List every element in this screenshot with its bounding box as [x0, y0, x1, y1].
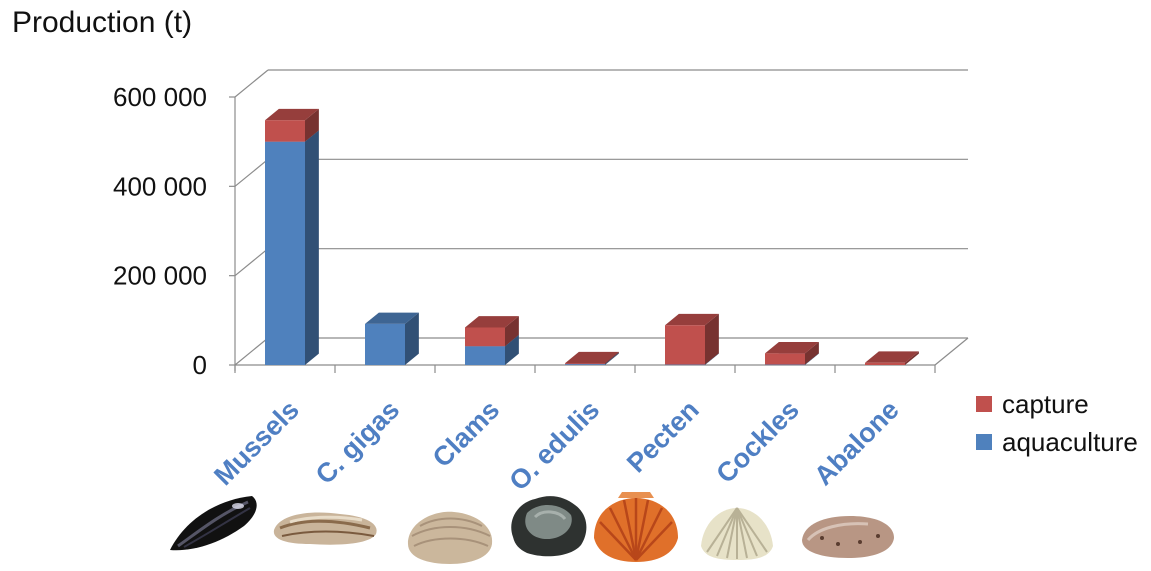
- bar-top-clams-capture: [465, 316, 519, 328]
- bar-o-edulis-aquaculture: [565, 364, 605, 365]
- bar-pecten-capture: [665, 325, 705, 365]
- bar-top-o-edulis-capture: [565, 351, 619, 364]
- bar-side-pecten-capture: [705, 313, 719, 365]
- bar-top-pecten-capture: [665, 313, 719, 326]
- flat-oyster-shell-icon: [505, 493, 591, 564]
- bar-side-mussels-capture: [305, 108, 319, 142]
- y-tick-label-0: 0: [193, 350, 207, 380]
- bar-top-mussels-capture: [265, 108, 319, 121]
- clam-shell-icon: [404, 506, 496, 571]
- gridline-side-2: [234, 158, 269, 187]
- legend: capture aquaculture: [976, 385, 1138, 461]
- bar-side-mussels-aquaculture: [305, 130, 319, 365]
- bar-c-gigas-aquaculture: [365, 323, 405, 365]
- bar-cockles-aquaculture: [765, 364, 805, 366]
- bar-side-clams-capture: [505, 316, 519, 347]
- legend-swatch-capture: [976, 396, 992, 412]
- bar-cockles-capture: [765, 353, 805, 365]
- y-tick-label-2: 400 000: [113, 171, 207, 201]
- bar-top-cockles-capture: [765, 342, 819, 354]
- gridline-side-0: [234, 337, 269, 366]
- bar-top-c-gigas-aquaculture: [365, 312, 419, 324]
- bar-clams-capture: [465, 327, 505, 347]
- legend-swatch-aquaculture: [976, 434, 992, 450]
- mussel-shell-icon: [164, 492, 264, 561]
- gridline-side-1: [234, 248, 269, 277]
- bar-side-pecten-aquaculture: [705, 353, 719, 365]
- legend-label-aquaculture: aquaculture: [1002, 426, 1138, 457]
- y-tick-label-3: 600 000: [113, 82, 207, 112]
- legend-item-aquaculture: aquaculture: [976, 423, 1138, 461]
- bar-side-o-edulis-aquaculture: [605, 352, 619, 365]
- bar-side-o-edulis-capture: [605, 351, 619, 365]
- abalone-shell-icon: [798, 512, 898, 565]
- bar-pecten-aquaculture: [665, 364, 705, 366]
- y-tick-label-1: 200 000: [113, 261, 207, 291]
- bar-abalone-capture: [865, 362, 905, 365]
- bar-o-edulis-capture: [565, 363, 605, 365]
- bar-clams-aquaculture: [465, 346, 505, 365]
- gridline-side-3: [234, 69, 269, 98]
- bar-side-cockles-aquaculture: [805, 353, 819, 365]
- oyster-shell-icon: [270, 506, 382, 555]
- bar-side-clams-aquaculture: [505, 334, 519, 365]
- bar-side-c-gigas-aquaculture: [405, 312, 419, 365]
- legend-item-capture: capture: [976, 385, 1138, 423]
- bar-side-abalone-capture: [905, 351, 919, 365]
- bar-side-cockles-capture: [805, 342, 819, 365]
- cockle-shell-icon: [697, 502, 777, 567]
- legend-label-capture: capture: [1002, 388, 1089, 419]
- scallop-shell-icon: [588, 492, 684, 569]
- bar-mussels-aquaculture: [265, 141, 305, 365]
- bar-mussels-capture: [265, 120, 305, 142]
- floor-right-edge: [934, 337, 969, 366]
- y-axis-title: Production (t): [12, 6, 193, 39]
- bar-top-abalone-capture: [865, 351, 919, 363]
